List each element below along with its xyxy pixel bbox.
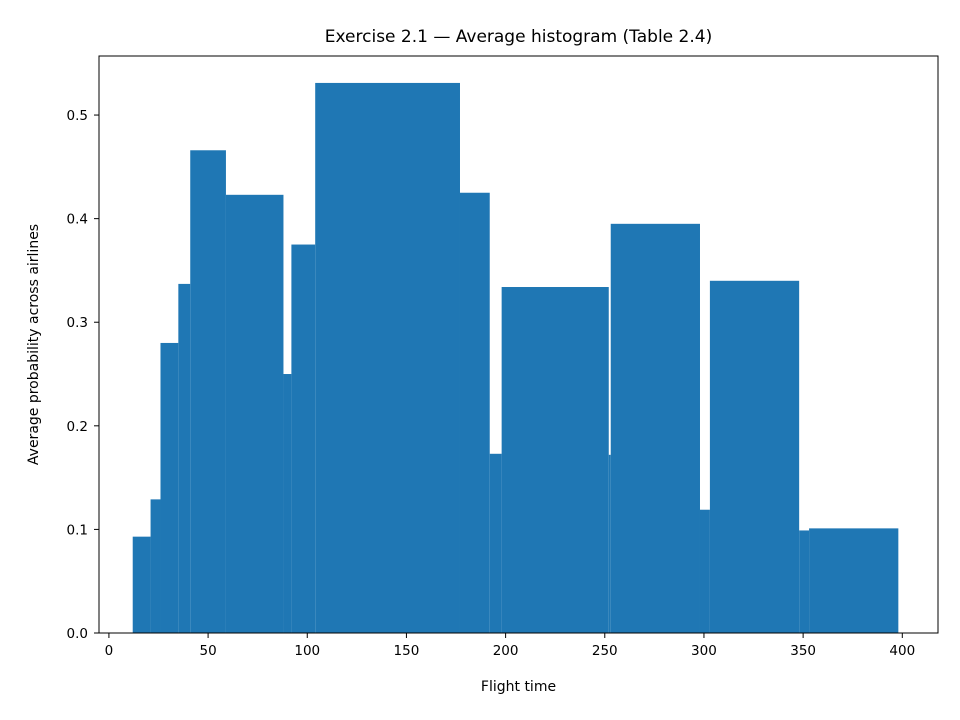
histogram-bar (699, 509, 710, 633)
y-tick-label: 0.3 (67, 315, 88, 331)
histogram-bar (283, 374, 292, 633)
bars-layer (132, 82, 899, 634)
x-axis: 0 50 100 150 200 250 300 350 400 (105, 633, 915, 659)
x-tick-label: 400 (889, 643, 915, 659)
histogram-bar (150, 499, 161, 633)
plot-frame (98, 55, 939, 634)
y-axis: 0.0 0.1 0.2 0.3 0.4 0.5 (67, 108, 99, 642)
y-tick-label: 0.1 (67, 522, 88, 538)
y-tick-label: 0.4 (67, 212, 88, 228)
histogram-bar (610, 223, 700, 633)
histogram-bar (489, 453, 502, 633)
y-tick-label: 0.0 (67, 626, 88, 642)
histogram-bar (809, 528, 899, 633)
x-tick-label: 250 (592, 643, 618, 659)
chart-title: Exercise 2.1 — Average histogram (Table … (325, 27, 712, 47)
histogram-bar (315, 82, 460, 634)
y-axis-label: Average probability across airlines (26, 224, 42, 465)
x-tick-label: 200 (493, 643, 519, 659)
histogram-bar (709, 280, 800, 633)
histogram-bar (132, 536, 151, 633)
x-tick-label: 150 (394, 643, 420, 659)
histogram-bar (291, 244, 316, 634)
y-tick-label: 0.2 (67, 419, 88, 435)
histogram-bar (178, 283, 191, 633)
histogram-bar (501, 287, 609, 633)
histogram-bar (160, 342, 179, 633)
x-tick-label: 300 (691, 643, 717, 659)
y-tick-label: 0.5 (67, 108, 88, 124)
histogram-bar (799, 530, 810, 633)
x-axis-label: Flight time (481, 679, 556, 695)
histogram-bar (459, 192, 490, 634)
x-tick-label: 350 (790, 643, 816, 659)
x-tick-label: 100 (294, 643, 320, 659)
histogram-bar (225, 194, 284, 633)
histogram-bar (190, 150, 226, 633)
histogram-bar (608, 454, 611, 633)
x-tick-label: 0 (105, 643, 114, 659)
x-tick-label: 50 (199, 643, 216, 659)
